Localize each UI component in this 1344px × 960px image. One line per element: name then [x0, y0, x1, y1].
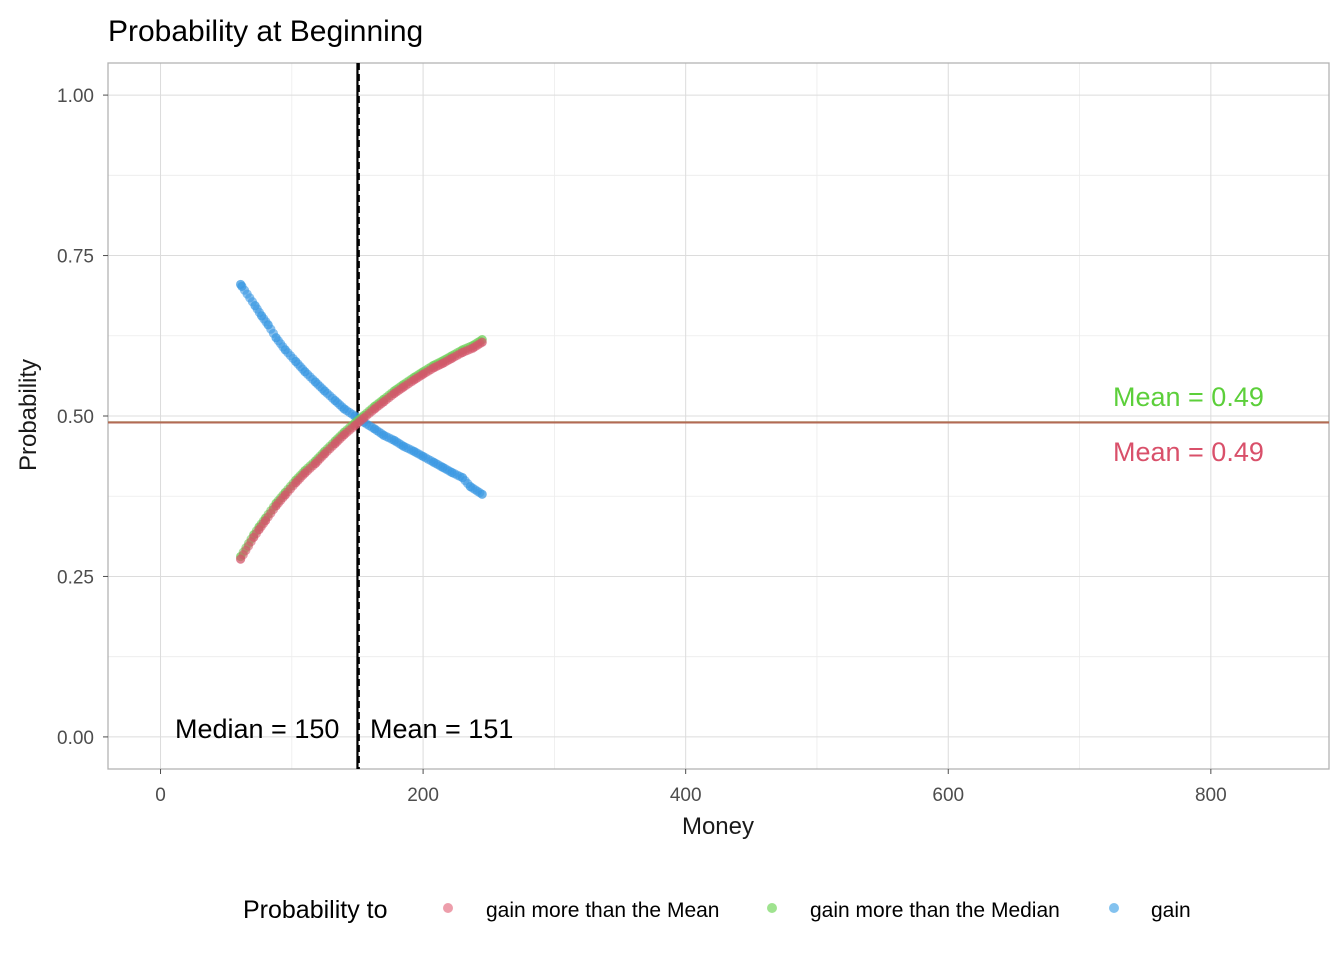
- legend-label-gain: gain: [1151, 899, 1191, 922]
- data-point: [477, 489, 487, 499]
- y-tick-label: 0.00: [57, 728, 94, 749]
- x-tick-label: 800: [1195, 785, 1227, 806]
- median-annotation: Median = 150: [175, 714, 339, 744]
- x-axis-title: Money: [682, 813, 754, 840]
- y-tick-label: 1.00: [57, 86, 94, 107]
- data-point: [477, 337, 487, 347]
- legend-label-mean: gain more than the Mean: [486, 899, 719, 922]
- x-tick-label: 200: [407, 785, 439, 806]
- y-tick-label: 0.75: [57, 247, 94, 268]
- mean-mean-prob-annotation: Mean = 0.49: [1113, 437, 1264, 467]
- axis-ticks: 0 200 400 600 800 0.00 0.25 0.50 0.75 1.00: [57, 86, 1227, 806]
- data-points: [236, 279, 487, 564]
- x-tick-label: 0: [155, 785, 166, 806]
- legend-key-mean: [443, 903, 453, 913]
- y-tick-label: 0.25: [57, 567, 94, 588]
- y-axis-title: Probability: [15, 359, 42, 471]
- legend-key-median: [767, 903, 777, 913]
- grid: [108, 63, 1329, 769]
- x-tick-label: 600: [932, 785, 964, 806]
- y-tick-label: 0.50: [57, 407, 94, 428]
- chart-title: Probability at Beginning: [108, 15, 423, 48]
- legend-key-gain: [1109, 903, 1119, 913]
- annotations: Median = 150 Mean = 151 Mean = 0.49 Mean…: [175, 382, 1264, 744]
- x-tick-label: 400: [670, 785, 702, 806]
- legend: Probability to gain more than the Mean g…: [243, 896, 1191, 924]
- legend-label-median: gain more than the Median: [810, 899, 1060, 922]
- legend-title: Probability to: [243, 896, 388, 924]
- mean-median-prob-annotation: Mean = 0.49: [1113, 382, 1264, 412]
- mean-annotation: Mean = 151: [370, 714, 513, 744]
